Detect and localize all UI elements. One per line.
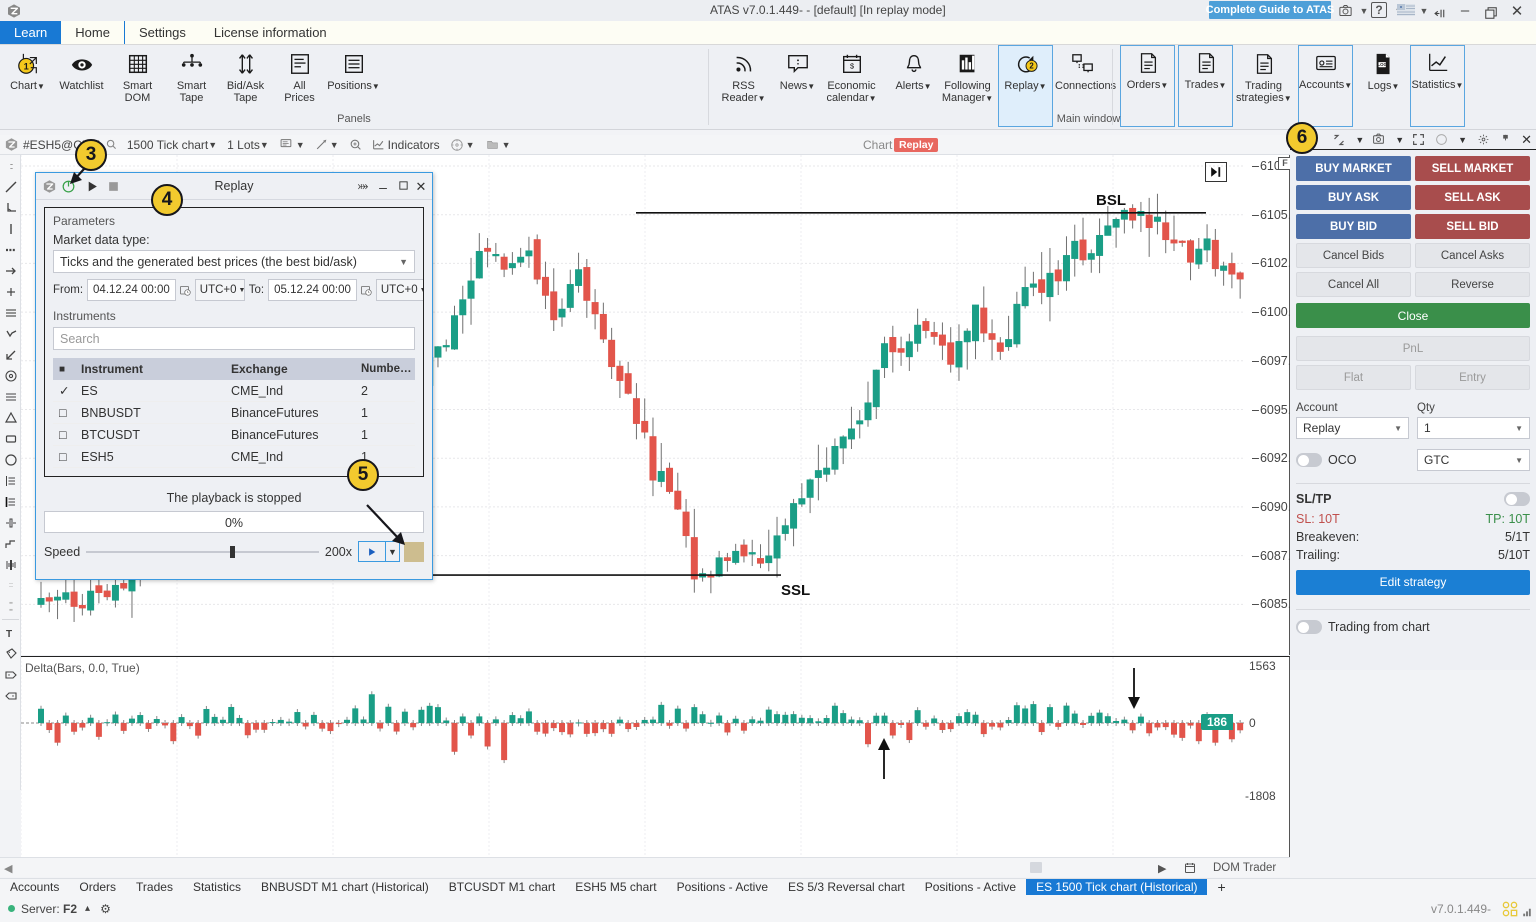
svg-text:2: 2	[1029, 62, 1034, 71]
svg-text:LOG: LOG	[1377, 62, 1387, 67]
svg-text:T: T	[6, 629, 12, 640]
svg-text:1: 1	[23, 62, 28, 72]
svg-text:BSL: BSL	[1096, 192, 1126, 209]
svg-text:SSL: SSL	[781, 582, 810, 599]
svg-text:$: $	[849, 62, 853, 71]
